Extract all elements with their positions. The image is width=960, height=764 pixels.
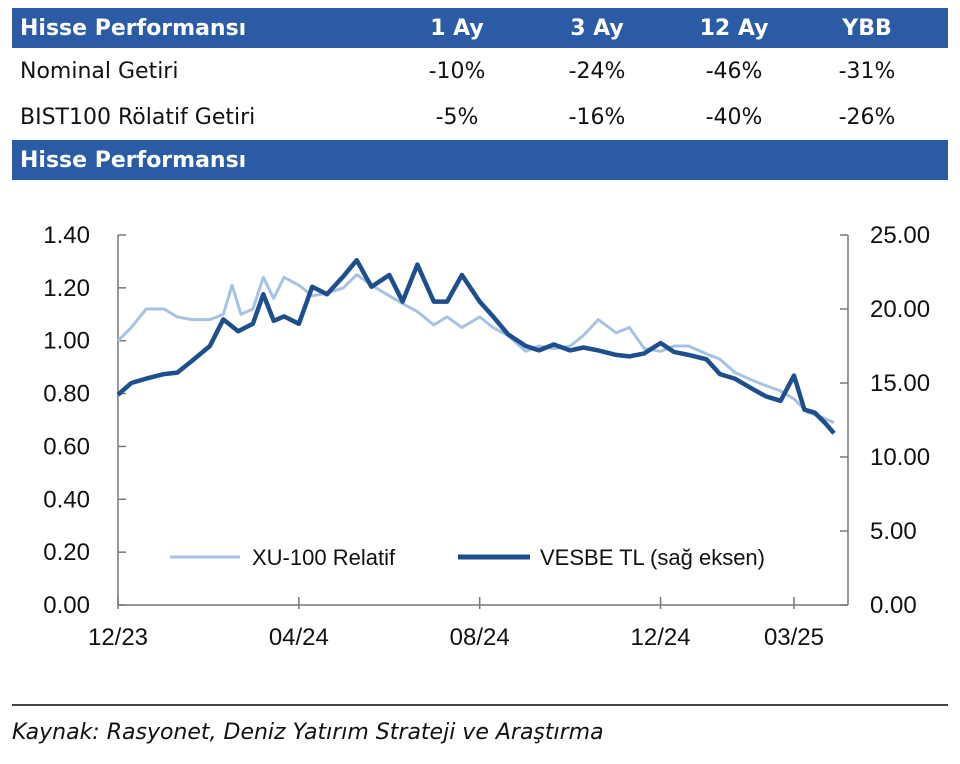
col-12-ay: 12 Ay: [699, 15, 769, 41]
cell: -16%: [568, 104, 626, 130]
cell: -31%: [838, 58, 896, 84]
cell: -10%: [428, 58, 486, 84]
table-row: Nominal Getiri -10% -24% -46% -31%: [12, 48, 948, 94]
performance-table: Hisse Performansı 1 Ay 3 Ay 12 Ay YBB No…: [12, 8, 948, 140]
x-tick-label: 08/24: [450, 624, 510, 651]
y-left-tick-label: 0.20: [43, 539, 90, 566]
y-left-tick-label: 0.40: [43, 486, 90, 513]
x-tick-label: 03/25: [764, 624, 824, 651]
source-note: Kaynak: Rasyonet, Deniz Yatırım Strateji…: [12, 704, 948, 745]
x-tick-label: 12/23: [88, 624, 148, 651]
y-left-tick-label: 1.40: [43, 222, 90, 249]
x-tick-label: 12/24: [631, 624, 691, 651]
col-3-ay: 3 Ay: [570, 15, 624, 41]
col-ybb: YBB: [842, 15, 892, 41]
chart-section-title: Hisse Performansı: [12, 140, 948, 180]
series-line-xu100-relatif: [116, 273, 835, 424]
y-left-tick-label: 0.60: [43, 433, 90, 460]
legend-label-xu100: XU-100 Relatif: [252, 545, 396, 570]
y-right-tick-label: 5.00: [870, 518, 917, 545]
cell: -5%: [435, 104, 479, 130]
cell: -24%: [568, 58, 626, 84]
y-right-tick-label: 25.00: [870, 222, 930, 249]
y-left-tick-label: 0.00: [43, 592, 90, 619]
cell: -26%: [838, 104, 896, 130]
y-right-tick-label: 20.00: [870, 296, 930, 323]
row-label: Nominal Getiri: [20, 58, 179, 84]
x-tick-label: 04/24: [269, 624, 329, 651]
row-label: BIST100 Rölatif Getiri: [20, 104, 256, 130]
y-left-tick-label: 1.20: [43, 275, 90, 302]
y-left-tick-label: 0.80: [43, 381, 90, 408]
table-header-label: Hisse Performansı: [20, 15, 247, 41]
cell: -40%: [705, 104, 763, 130]
legend-label-vesbe: VESBE TL (sağ eksen): [540, 545, 765, 570]
series-line-vesbe-tl: [116, 257, 836, 435]
table-row: BIST100 Rölatif Getiri -5% -16% -40% -26…: [12, 94, 948, 140]
col-1-ay: 1 Ay: [430, 15, 484, 41]
y-right-tick-label: 15.00: [870, 370, 930, 397]
y-right-tick-label: 10.00: [870, 444, 930, 471]
performance-chart: 0.00 0.20 0.40 0.60 0.80 1.00 1.20 1.40 0.00 5.00…: [43, 222, 930, 651]
cell: -46%: [705, 58, 763, 84]
y-right-tick-label: 0.00: [870, 592, 917, 619]
table-header: Hisse Performansı 1 Ay 3 Ay 12 Ay YBB: [12, 8, 948, 48]
y-left-tick-label: 1.00: [43, 328, 90, 355]
